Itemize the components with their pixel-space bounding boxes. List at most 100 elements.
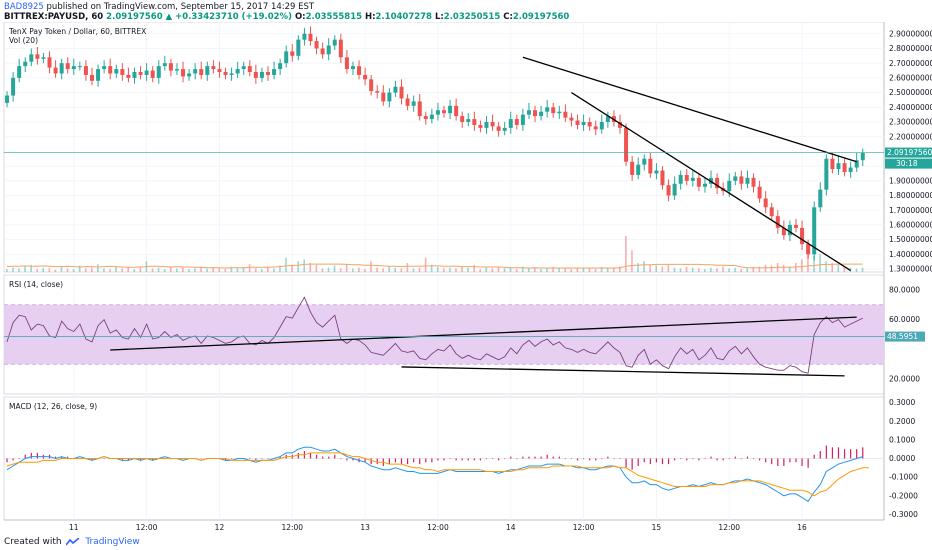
- volume-bar: [72, 269, 75, 272]
- macd-histogram-bar: [862, 447, 864, 459]
- macd-histogram-bar: [801, 458, 803, 466]
- candle-body: [326, 45, 331, 55]
- candle-body: [241, 66, 246, 70]
- time-tick-label: 16: [797, 523, 807, 532]
- candle-body: [259, 72, 264, 78]
- candle-body: [108, 66, 113, 74]
- volume-bar: [770, 265, 773, 272]
- volume-bar: [303, 259, 306, 272]
- chart-canvas[interactable]: 2.90000000 2.80000000 2.70000000 2.60000000…: [0, 22, 932, 534]
- candle-body: [181, 69, 186, 77]
- volume-bar: [473, 264, 475, 272]
- candle-body: [53, 67, 58, 74]
- volume-bar: [254, 268, 257, 272]
- candle-body: [733, 176, 738, 181]
- volume-bar: [436, 266, 439, 272]
- author-link[interactable]: BAD8925: [4, 2, 44, 12]
- volume-bar: [430, 264, 433, 272]
- macd-histogram-bar: [394, 458, 397, 463]
- volume-bar: [315, 264, 318, 272]
- volume-bar: [84, 268, 87, 272]
- macd-histogram-bar: [728, 458, 730, 460]
- candle-body: [332, 39, 337, 46]
- volume-bar: [746, 268, 749, 272]
- volume-bar: [163, 269, 166, 272]
- volume-bar: [649, 264, 651, 272]
- macd-histogram-bar: [765, 458, 767, 463]
- candle-body: [126, 74, 131, 78]
- candle-body: [666, 185, 671, 196]
- candle-body: [302, 33, 307, 40]
- macd-histogram-bar: [67, 456, 69, 459]
- macd-histogram-bar: [576, 458, 579, 461]
- volume-bar: [703, 269, 706, 272]
- volume-bar: [667, 264, 670, 272]
- candle-body: [454, 105, 459, 117]
- volume-bar: [570, 269, 573, 272]
- candle-body: [569, 117, 574, 121]
- candle-body: [824, 158, 829, 190]
- price-tick-label: 1.90000000: [889, 176, 932, 185]
- volume-bar: [734, 267, 736, 272]
- volume-bar: [351, 268, 354, 272]
- time-tick-label: 12:00: [136, 523, 158, 532]
- candle-body: [539, 111, 544, 117]
- volume-bar: [831, 263, 834, 272]
- volume-bar: [139, 266, 142, 272]
- candle-body: [775, 216, 780, 228]
- high-value: 2.10407278: [375, 12, 432, 22]
- macd-histogram-bar: [686, 458, 688, 461]
- candle-body: [520, 114, 525, 125]
- candle-body: [781, 227, 786, 236]
- price-tick-label: 2.30000000: [889, 118, 932, 127]
- candle-body: [636, 164, 641, 175]
- rsi-last-value-tag: [885, 331, 925, 342]
- macd-histogram-bar: [619, 458, 621, 460]
- candle-body: [272, 69, 277, 75]
- macd-histogram-bar: [589, 458, 591, 461]
- candle-body: [314, 41, 319, 49]
- volume-bar: [491, 268, 494, 272]
- volume-bar: [248, 264, 251, 272]
- volume-bar: [182, 267, 184, 272]
- low-value: 2.03250515: [443, 12, 501, 22]
- macd-histogram-bar: [36, 452, 38, 459]
- macd-histogram-bar: [346, 458, 348, 461]
- volume-bar: [30, 264, 32, 272]
- macd-histogram-bar: [485, 458, 488, 460]
- macd-histogram-bar: [649, 458, 651, 465]
- volume-bar: [564, 267, 566, 272]
- candle-body: [672, 183, 677, 196]
- low-label: L:: [434, 12, 444, 22]
- time-tick-label: 12:00: [573, 523, 595, 532]
- macd-histogram-bar: [455, 458, 457, 461]
- volume-bar: [637, 263, 639, 272]
- volume-bar: [78, 265, 81, 272]
- volume-bar: [661, 266, 664, 272]
- candle-body: [247, 66, 252, 72]
- macd-tick-label: 0.2000: [889, 417, 915, 426]
- candle-body: [162, 63, 167, 67]
- candle-body: [350, 66, 355, 70]
- volume-bar: [267, 266, 269, 272]
- volume-bar: [388, 266, 390, 272]
- candle-body: [642, 158, 647, 165]
- macd-histogram-bar: [595, 458, 597, 461]
- candle-body: [344, 57, 349, 70]
- volume-bar: [673, 267, 676, 272]
- macd-histogram-bar: [831, 447, 834, 459]
- candle-body: [284, 51, 289, 64]
- volume-bar: [807, 252, 809, 272]
- time-tick-label: 11: [69, 523, 79, 532]
- macd-histogram-bar: [783, 458, 785, 466]
- close-value: 2.09197560: [512, 12, 570, 22]
- macd-histogram-bar: [758, 458, 761, 461]
- volume-bar: [358, 267, 360, 272]
- tradingview-brand[interactable]: TradingView: [85, 537, 140, 547]
- macd-histogram-bar: [552, 456, 554, 459]
- volume-bar: [327, 267, 330, 272]
- candle-body: [587, 122, 592, 127]
- macd-histogram-bar: [655, 458, 658, 463]
- candle-body: [423, 116, 428, 120]
- macd-histogram-bar: [249, 458, 251, 460]
